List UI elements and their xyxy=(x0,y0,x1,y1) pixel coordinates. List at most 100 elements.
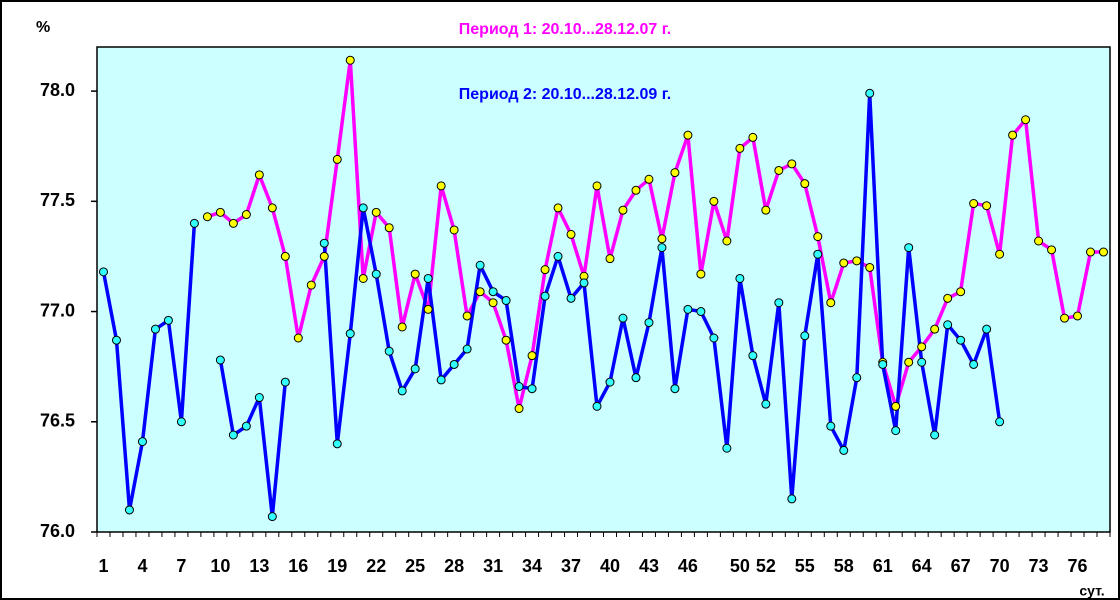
data-point xyxy=(488,298,498,308)
data-point xyxy=(241,210,251,220)
data-point xyxy=(800,179,810,189)
data-point xyxy=(332,154,342,164)
data-point xyxy=(306,280,316,290)
data-point xyxy=(878,359,888,369)
data-point xyxy=(956,287,966,297)
data-point xyxy=(98,267,108,277)
data-point xyxy=(345,55,355,65)
data-point xyxy=(371,269,381,279)
data-point xyxy=(826,298,836,308)
data-point xyxy=(1021,115,1031,125)
data-point xyxy=(410,364,420,374)
data-point xyxy=(514,404,524,414)
data-point xyxy=(982,324,992,334)
data-point xyxy=(124,505,134,515)
data-point xyxy=(904,243,914,253)
data-point xyxy=(943,293,953,303)
data-point xyxy=(735,273,745,283)
x-tick-label: 43 xyxy=(639,556,659,576)
data-point xyxy=(644,318,654,328)
data-point xyxy=(553,203,563,213)
data-point xyxy=(761,399,771,409)
data-point xyxy=(670,168,680,178)
data-point xyxy=(891,401,901,411)
data-point xyxy=(358,273,368,283)
data-point xyxy=(1008,130,1018,140)
data-point xyxy=(722,236,732,246)
data-point xyxy=(969,359,979,369)
data-point xyxy=(319,238,329,248)
data-point xyxy=(579,278,589,288)
data-point xyxy=(683,304,693,314)
x-tick-label: 64 xyxy=(912,556,932,576)
data-point xyxy=(735,143,745,153)
y-unit-label: % xyxy=(36,19,50,36)
x-tick-label: 61 xyxy=(873,556,893,576)
data-point xyxy=(865,88,875,98)
data-point xyxy=(553,251,563,261)
x-tick-label: 22 xyxy=(366,556,386,576)
data-point xyxy=(566,293,576,303)
data-point xyxy=(618,205,628,215)
data-point xyxy=(748,132,758,142)
x-tick-label: 73 xyxy=(1029,556,1049,576)
data-point xyxy=(592,401,602,411)
data-point xyxy=(293,333,303,343)
x-tick-label: 25 xyxy=(405,556,425,576)
data-point xyxy=(176,417,186,427)
data-point xyxy=(696,269,706,279)
data-point xyxy=(917,357,927,367)
x-tick-label: 52 xyxy=(756,556,776,576)
data-point xyxy=(371,207,381,217)
data-point xyxy=(592,181,602,191)
data-point xyxy=(904,357,914,367)
data-point xyxy=(540,265,550,275)
data-point xyxy=(631,373,641,383)
data-point xyxy=(462,311,472,321)
data-point xyxy=(384,346,394,356)
data-point xyxy=(358,203,368,213)
data-point xyxy=(657,234,667,244)
data-point xyxy=(540,291,550,301)
data-point xyxy=(267,203,277,213)
data-point xyxy=(267,512,277,522)
x-tick-label: 46 xyxy=(678,556,698,576)
data-point xyxy=(618,313,628,323)
data-point xyxy=(397,386,407,396)
data-point xyxy=(215,355,225,365)
data-point xyxy=(449,359,459,369)
data-point xyxy=(852,373,862,383)
data-point xyxy=(891,426,901,436)
data-point xyxy=(709,333,719,343)
data-point xyxy=(839,258,849,268)
data-point xyxy=(332,439,342,449)
x-tick-label: 1 xyxy=(98,556,108,576)
data-point xyxy=(384,223,394,233)
x-tick-label: 16 xyxy=(288,556,308,576)
data-point xyxy=(436,181,446,191)
data-point xyxy=(254,170,264,180)
data-point xyxy=(410,269,420,279)
x-tick-label: 50 xyxy=(730,556,750,576)
series-label: Период 1: 20.10...28.12.07 г. xyxy=(459,21,671,38)
data-point xyxy=(189,218,199,228)
data-point xyxy=(683,130,693,140)
data-point xyxy=(969,199,979,209)
data-point xyxy=(748,351,758,361)
data-point xyxy=(462,344,472,354)
x-tick-label: 55 xyxy=(795,556,815,576)
data-point xyxy=(527,384,537,394)
x-tick-label: 76 xyxy=(1068,556,1088,576)
data-point xyxy=(865,262,875,272)
data-point xyxy=(722,443,732,453)
data-point xyxy=(241,421,251,431)
x-tick-label: 4 xyxy=(137,556,147,576)
y-tick-label: 76.5 xyxy=(40,411,75,431)
data-point xyxy=(839,445,849,455)
data-point xyxy=(774,298,784,308)
data-point xyxy=(397,322,407,332)
data-point xyxy=(1034,236,1044,246)
x-tick-label: 40 xyxy=(600,556,620,576)
data-point xyxy=(787,159,797,169)
data-point xyxy=(826,421,836,431)
